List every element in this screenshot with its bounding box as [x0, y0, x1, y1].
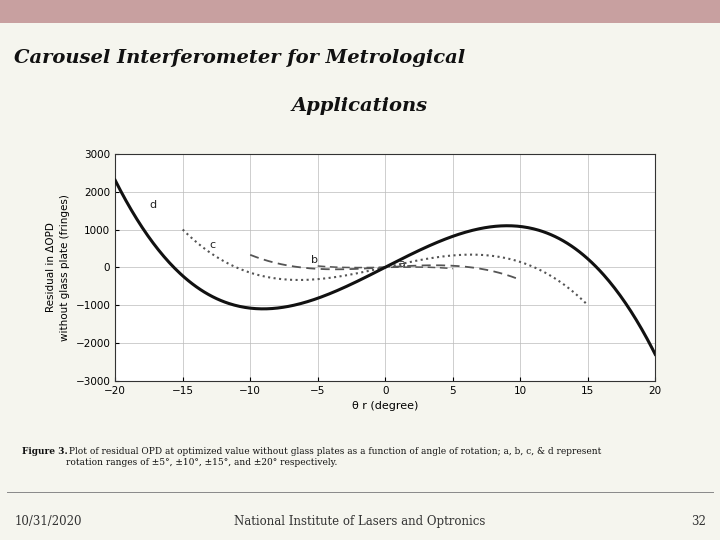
Text: a: a: [399, 259, 405, 268]
Text: 10/31/2020: 10/31/2020: [14, 515, 82, 528]
Text: Plot of residual OPD at optimized value without glass plates as a function of an: Plot of residual OPD at optimized value …: [66, 447, 602, 467]
X-axis label: θ r (degree): θ r (degree): [352, 401, 418, 411]
Text: d: d: [149, 200, 156, 210]
Text: b: b: [311, 255, 318, 265]
Text: Carousel Interferometer for Metrological: Carousel Interferometer for Metrological: [14, 49, 466, 68]
Text: National Institute of Lasers and Optronics: National Institute of Lasers and Optroni…: [234, 515, 486, 528]
Text: c: c: [210, 240, 216, 251]
Text: 32: 32: [690, 515, 706, 528]
Y-axis label: Residual in ΔOPD
without glass plate (fringes): Residual in ΔOPD without glass plate (fr…: [46, 194, 70, 341]
Bar: [0, 0, 720, 23]
Text: Figure 3.: Figure 3.: [22, 447, 68, 456]
Text: Applications: Applications: [292, 97, 428, 115]
